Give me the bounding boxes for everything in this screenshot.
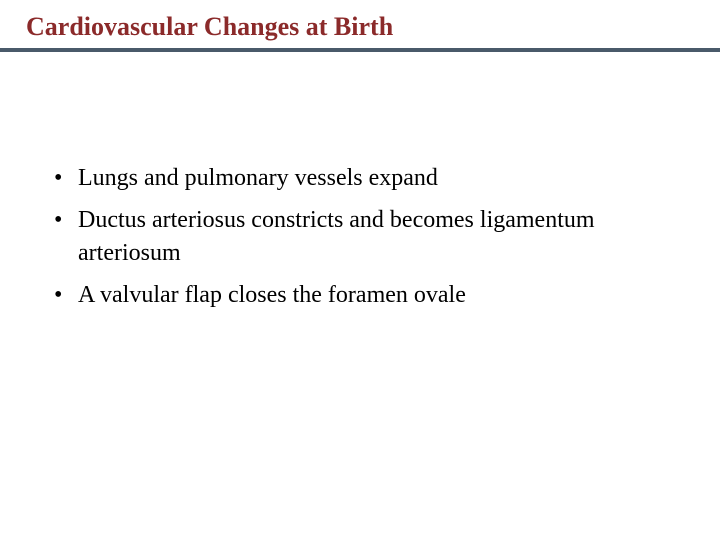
slide: Cardiovascular Changes at Birth Lungs an… bbox=[0, 0, 720, 540]
slide-content: Lungs and pulmonary vessels expand Ductu… bbox=[0, 52, 720, 312]
bullet-text: Ductus arteriosus constricts and becomes… bbox=[78, 207, 595, 265]
bullet-text: A valvular flap closes the foramen ovale bbox=[78, 282, 466, 308]
bullet-list: Lungs and pulmonary vessels expand Ductu… bbox=[54, 162, 680, 312]
list-item: Ductus arteriosus constricts and becomes… bbox=[54, 204, 680, 269]
bullet-text: Lungs and pulmonary vessels expand bbox=[78, 165, 438, 191]
list-item: A valvular flap closes the foramen ovale bbox=[54, 279, 680, 311]
slide-title: Cardiovascular Changes at Birth bbox=[0, 0, 720, 48]
list-item: Lungs and pulmonary vessels expand bbox=[54, 162, 680, 194]
